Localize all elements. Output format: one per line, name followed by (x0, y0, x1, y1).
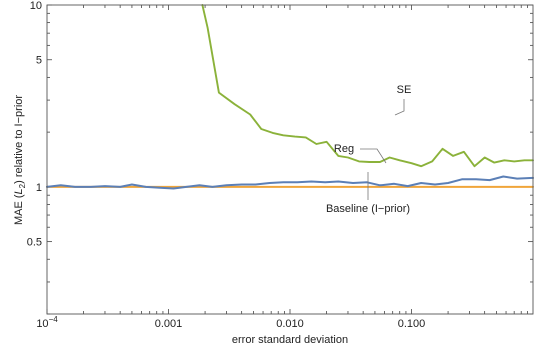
series-layer (46, 4, 534, 190)
x-tick-labels: 10−4 0.001 0.010 0.100 (36, 315, 425, 330)
x-tick-label: 0.010 (276, 318, 304, 330)
series-line-se (201, 4, 534, 168)
y-tick-label: 0.5 (27, 237, 42, 249)
plot-frame (46, 4, 534, 315)
x-axis-title: error standard deviation (232, 334, 348, 346)
y-tick-label: 1 (36, 182, 42, 194)
annotation-baseline: Baseline (I−prior) (326, 203, 410, 215)
x-tick-label: 0.100 (398, 318, 426, 330)
y-tick-label: 10 (30, 0, 42, 12)
tick-marks (46, 4, 533, 315)
y-axis-title: MAE (L2) relative to I−prior (13, 95, 27, 225)
annotation-se: SE (397, 84, 412, 96)
x-tick-label: 10−4 (36, 315, 58, 330)
series-line-reg (46, 175, 534, 190)
annotation-reg-pointer (360, 148, 387, 164)
annotation-se-pointer (394, 99, 405, 116)
y-tick-labels: 10 5 1 0.5 (27, 0, 42, 249)
y-tick-label: 5 (36, 55, 42, 67)
x-tick-label: 0.001 (155, 318, 183, 330)
annotation-reg: Reg (334, 143, 354, 155)
